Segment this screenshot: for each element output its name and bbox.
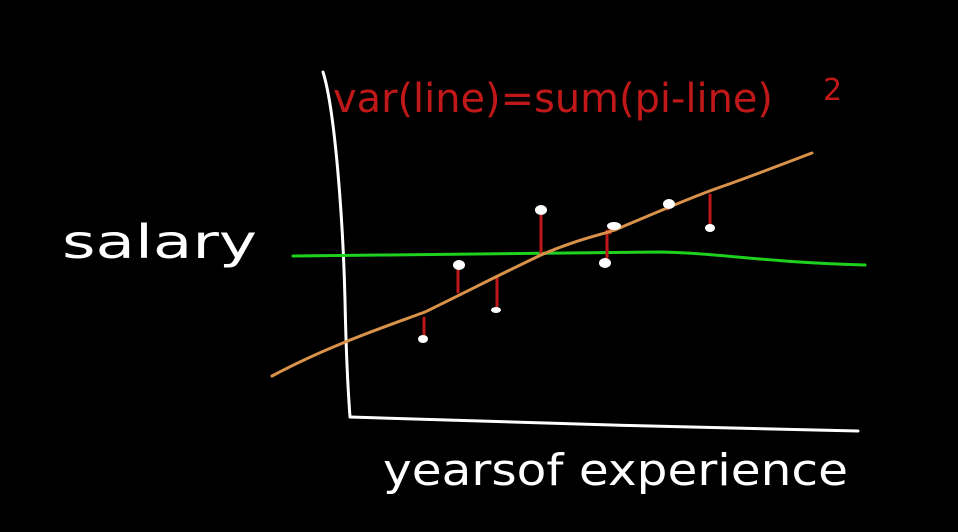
data-point	[418, 335, 428, 343]
fit-line	[270, 151, 814, 378]
formula-text: var(line)=sum(pi-line)	[333, 76, 773, 122]
data-point	[705, 224, 715, 232]
variance-formula: var(line)=sum(pi-line) 2	[333, 73, 842, 122]
data-point	[453, 260, 465, 270]
data-points	[418, 199, 715, 343]
data-point	[607, 222, 621, 230]
data-point	[599, 258, 611, 268]
y-axis-label: salary	[62, 215, 257, 269]
y-axis	[321, 70, 352, 419]
x-axis	[348, 415, 860, 433]
data-point	[663, 199, 675, 209]
mean-line	[291, 250, 867, 267]
formula-exponent: 2	[823, 73, 842, 108]
data-point	[535, 205, 547, 215]
axes	[321, 70, 860, 433]
x-axis-label: yearsof experience	[383, 445, 848, 496]
data-point	[491, 307, 501, 313]
residual-lines	[422, 193, 712, 340]
